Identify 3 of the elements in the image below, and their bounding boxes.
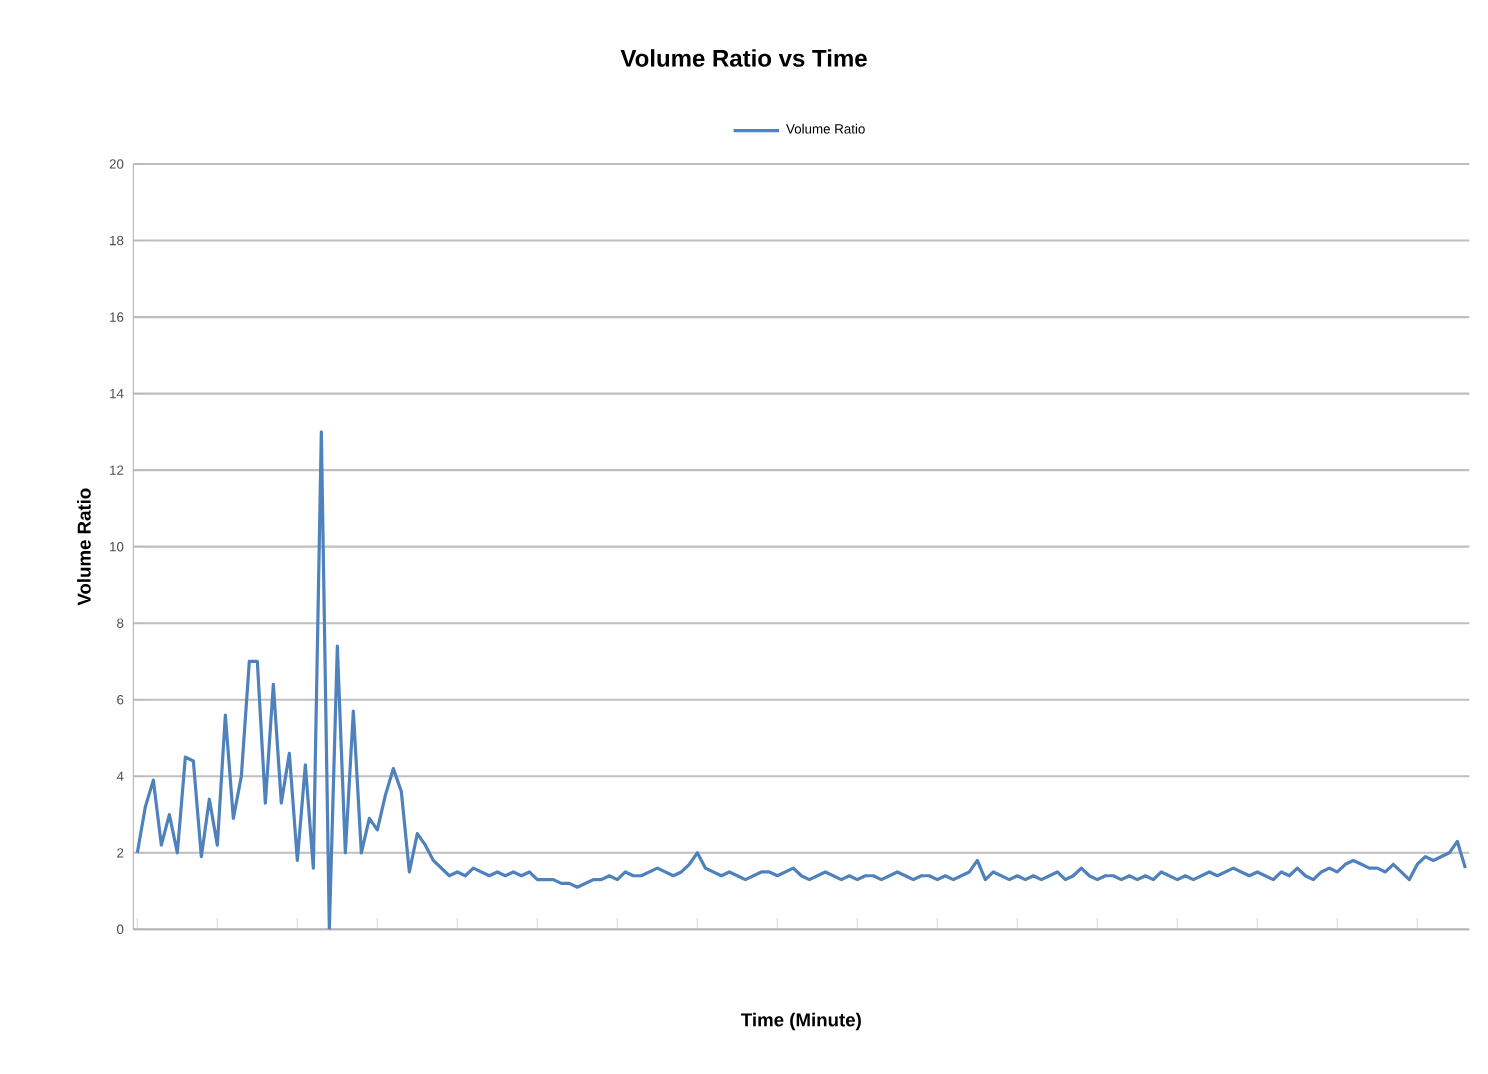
- x-axis-title: Time (Minute): [741, 1012, 861, 1031]
- y-axis-title: Volume Ratio: [77, 488, 91, 606]
- chart-title: Volume Ratio vs Time: [620, 49, 867, 67]
